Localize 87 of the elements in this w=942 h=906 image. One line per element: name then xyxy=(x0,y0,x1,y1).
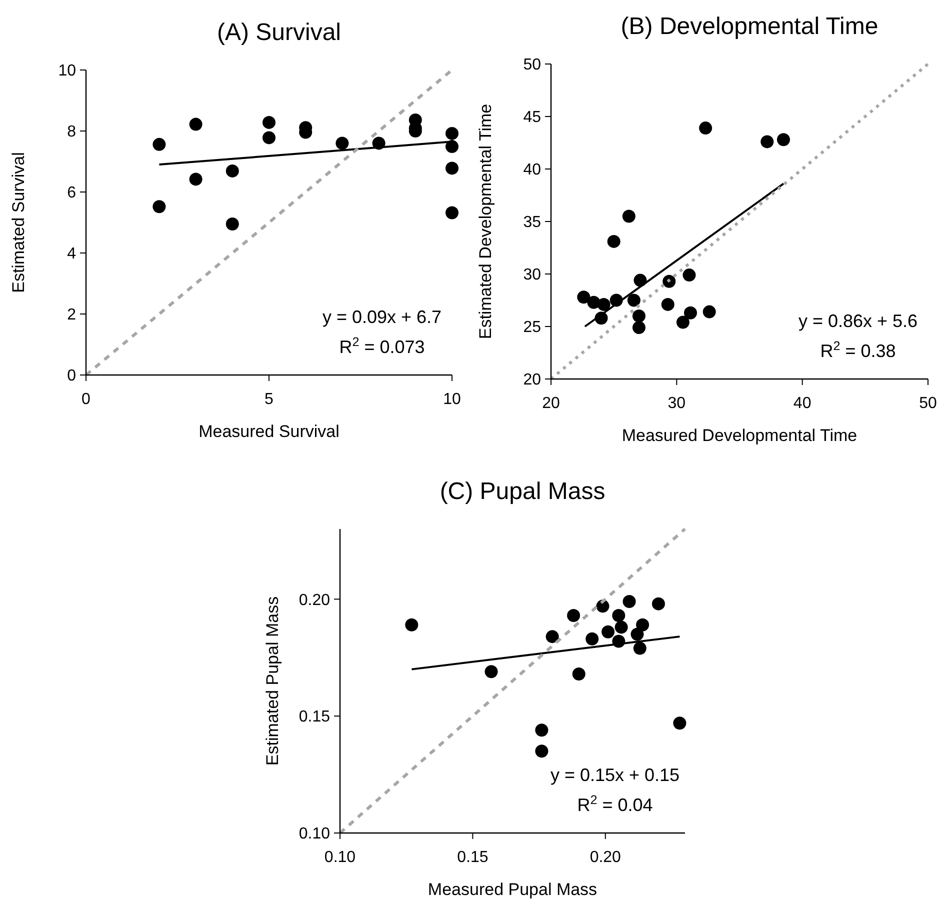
y-tick-label: 2 xyxy=(67,306,76,324)
point xyxy=(446,140,458,154)
point xyxy=(632,310,646,322)
x-tick-label: 10 xyxy=(443,391,461,408)
y-tick-label: 30 xyxy=(523,266,542,284)
x-tick-label: 0.10 xyxy=(324,849,356,866)
y-axis-title: Estimated Survival xyxy=(9,152,28,293)
point xyxy=(760,135,774,148)
point xyxy=(226,218,239,231)
point xyxy=(189,172,202,186)
point xyxy=(484,665,498,678)
y-tick-label: 45 xyxy=(523,109,542,126)
x-axis-title: Measured Survival xyxy=(198,422,340,441)
point xyxy=(189,118,202,131)
point xyxy=(152,138,166,151)
point xyxy=(602,625,615,638)
annotation: y = 0.86x + 5.6 xyxy=(798,311,918,331)
chart-title: (A) Survival xyxy=(216,19,342,46)
point xyxy=(776,133,790,146)
y-tick-label: 40 xyxy=(523,162,542,179)
x-axis-title: Measured Pupal Mass xyxy=(428,880,598,899)
chart-title: (B) Developmental Time xyxy=(620,13,878,40)
point xyxy=(652,597,665,610)
point xyxy=(682,268,696,282)
annotation: R$^{2}$ = 0.073 xyxy=(339,335,425,357)
y-tick-label: 6 xyxy=(67,184,76,202)
point xyxy=(535,724,548,737)
point xyxy=(622,594,636,608)
point xyxy=(661,298,674,311)
point xyxy=(152,200,166,214)
y-tick-label: 0 xyxy=(67,368,76,385)
y-tick-label: 20 xyxy=(523,372,542,389)
point xyxy=(627,294,640,307)
point xyxy=(622,210,636,223)
point xyxy=(597,298,610,311)
x-tick-label: 0 xyxy=(82,391,91,408)
y-tick-label: 8 xyxy=(67,124,76,141)
point xyxy=(546,630,559,644)
y-axis-title: Estimated Developmental Time xyxy=(476,104,495,340)
point xyxy=(612,609,626,622)
point xyxy=(632,321,646,334)
point xyxy=(336,136,349,150)
y-tick-label: 4 xyxy=(67,246,76,263)
y-tick-label: 10 xyxy=(58,62,76,80)
point xyxy=(262,131,276,144)
point xyxy=(405,618,418,632)
chart-title: (C) Pupal Mass xyxy=(440,478,606,505)
y-tick-label: 25 xyxy=(523,319,542,336)
x-axis-title: Measured Developmental Time xyxy=(622,426,858,445)
x-tick-label: 0.15 xyxy=(457,849,488,866)
point xyxy=(446,206,458,220)
annotation: y = 0.15x + 0.15 xyxy=(550,765,680,785)
point xyxy=(577,290,590,304)
annotation: y = 0.09x + 6.7 xyxy=(322,307,442,327)
y-tick-label: 0.10 xyxy=(298,826,330,843)
point xyxy=(673,716,686,730)
point xyxy=(262,116,276,129)
point xyxy=(702,305,716,318)
point xyxy=(567,609,580,622)
y-axis-title: Estimated Pupal Mass xyxy=(263,596,282,766)
point xyxy=(446,162,458,175)
point xyxy=(684,306,697,320)
x-tick-label: 20 xyxy=(542,395,560,412)
y-tick-label: 50 xyxy=(523,56,542,74)
y-tick-label: 35 xyxy=(523,214,542,232)
point xyxy=(636,618,650,632)
x-tick-label: 5 xyxy=(264,391,274,408)
point xyxy=(699,122,712,135)
point xyxy=(607,234,620,248)
point xyxy=(535,744,548,758)
point xyxy=(662,274,676,288)
x-tick-label: 0.20 xyxy=(590,849,622,866)
point xyxy=(676,316,690,329)
point xyxy=(633,642,646,655)
annotation: R$^{2}$ = 0.04 xyxy=(577,793,653,815)
x-tick-label: 50 xyxy=(919,395,937,412)
y-tick-label: 0.20 xyxy=(298,592,330,609)
y-tick-label: 0.15 xyxy=(298,708,330,726)
x-tick-label: 40 xyxy=(793,395,812,412)
point xyxy=(572,667,586,680)
annotation: R$^{2}$ = 0.38 xyxy=(820,339,896,361)
point xyxy=(226,164,239,178)
point xyxy=(446,126,458,140)
point xyxy=(586,632,599,646)
point xyxy=(614,620,628,634)
point xyxy=(630,628,644,641)
x-tick-label: 30 xyxy=(668,395,686,412)
